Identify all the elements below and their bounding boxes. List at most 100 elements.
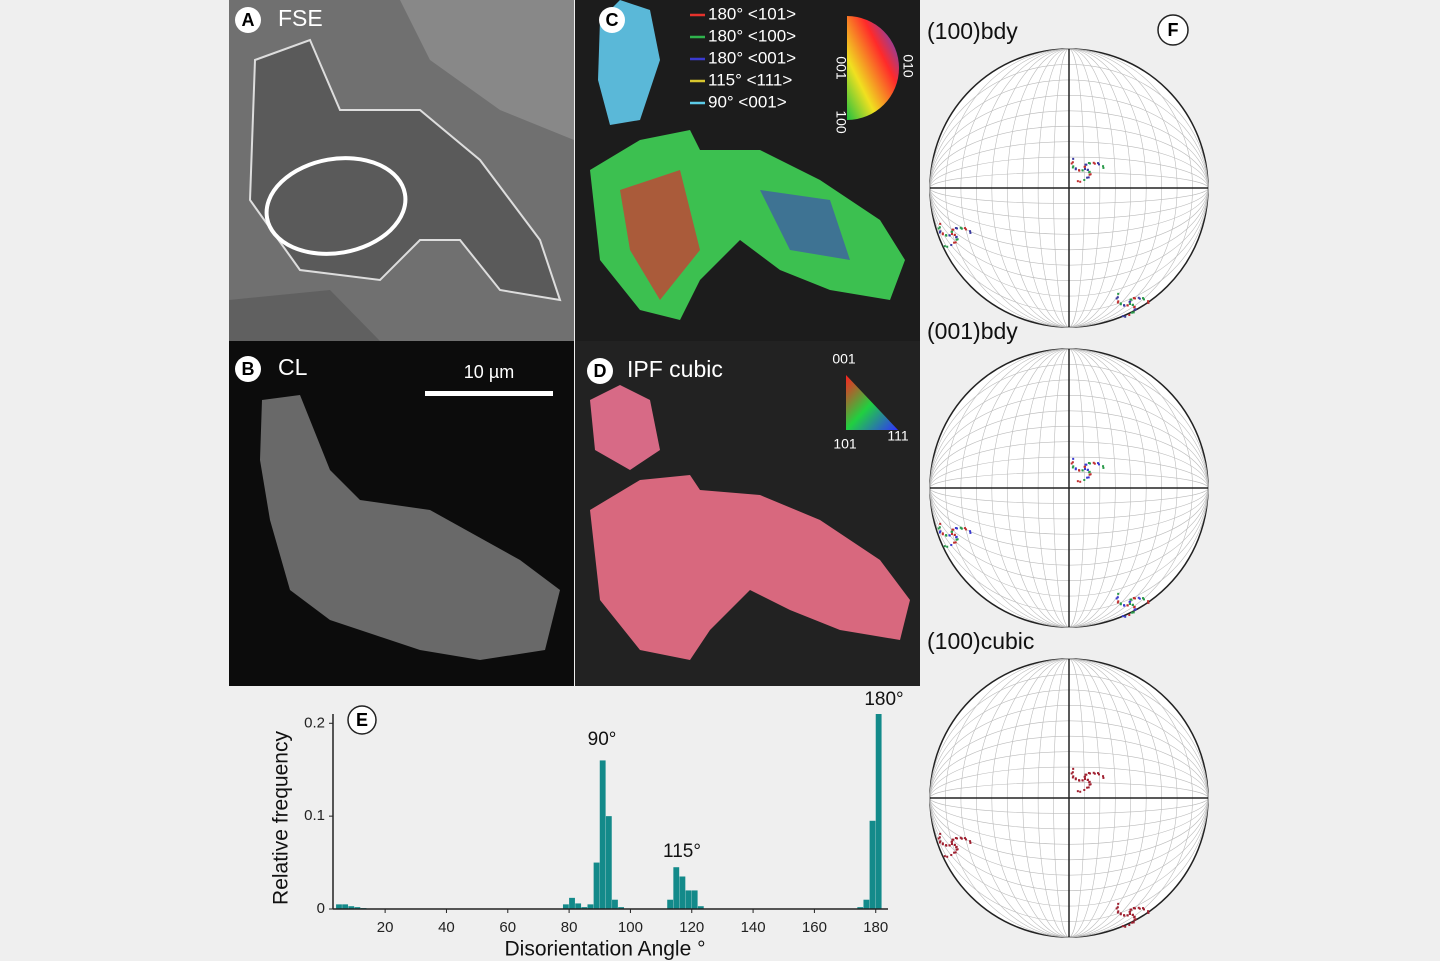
pole-point	[1086, 169, 1089, 172]
stereonet: (100)bdy	[927, 18, 1209, 328]
pole-point	[1081, 779, 1084, 782]
pole-point	[1079, 180, 1082, 183]
pole-point	[1124, 615, 1127, 618]
pole-point	[943, 855, 946, 858]
pole-point	[939, 832, 942, 835]
pole-point	[1070, 462, 1073, 465]
panel-label: CL	[278, 354, 308, 380]
pole-point	[1102, 776, 1105, 779]
pole-point	[1072, 767, 1075, 770]
pole-point	[951, 530, 954, 533]
pole-point	[1078, 169, 1081, 172]
pole-point	[953, 241, 956, 244]
pole-point	[1131, 604, 1134, 607]
key-label: 101	[833, 436, 857, 452]
pole-point	[1096, 162, 1099, 165]
pole-point	[1116, 301, 1119, 304]
stereonet-label: (100)bdy	[927, 18, 1018, 44]
bar	[612, 899, 618, 909]
pole-point	[959, 226, 962, 229]
color-key	[846, 375, 898, 430]
panel-d: D IPF cubic 001 101 111	[575, 341, 920, 686]
pole-point	[952, 838, 955, 841]
pole-point	[1076, 480, 1079, 483]
legend: 180° <101> 180° <100> 180° <001> 115° <111>…	[690, 4, 796, 111]
pole-point	[1083, 788, 1086, 791]
legend-label: 180° <100>	[708, 26, 796, 45]
stereonet: (100)cubic	[927, 628, 1209, 938]
pole-point	[956, 848, 959, 851]
bar	[348, 906, 355, 909]
pole-point	[1115, 297, 1118, 300]
pole-point	[1147, 300, 1150, 303]
pole-point	[1070, 162, 1073, 165]
pole-point	[1141, 907, 1144, 910]
pole-point	[943, 545, 946, 548]
panel-b: B CL 10 µm	[229, 341, 574, 686]
ipf-map	[590, 475, 910, 660]
pole-point	[938, 226, 941, 229]
pole-point	[1081, 169, 1084, 172]
pole-point	[1116, 596, 1119, 599]
y-tick-label: 0.1	[304, 807, 325, 824]
bar	[869, 820, 876, 909]
ipf-map	[590, 385, 660, 470]
pole-point	[1142, 298, 1145, 301]
pole-point	[1089, 783, 1092, 786]
pole-point	[1086, 786, 1089, 789]
pole-point	[1072, 157, 1075, 160]
pole-point	[1071, 466, 1074, 469]
pole-point	[1116, 601, 1119, 604]
pole-point	[963, 837, 966, 840]
grain-map	[760, 190, 850, 260]
bar	[863, 899, 870, 909]
pole-point	[1072, 465, 1075, 468]
pole-point	[950, 543, 953, 546]
pole-point	[948, 534, 951, 537]
pole-point	[964, 528, 967, 531]
pole-point	[1071, 776, 1074, 779]
pole-point	[960, 227, 963, 230]
pole-point	[955, 236, 958, 239]
pole-point	[1132, 311, 1135, 314]
pole-point	[1087, 462, 1090, 465]
bar	[697, 906, 704, 909]
x-tick-label: 60	[499, 919, 516, 936]
x-axis-label: Disorientation Angle °	[504, 938, 705, 961]
pole-point	[1129, 300, 1132, 303]
pole-point	[1130, 298, 1133, 301]
pole-point	[1089, 473, 1092, 476]
pole-point	[1134, 308, 1137, 311]
pole-point	[1088, 781, 1091, 784]
pole-point	[1084, 778, 1086, 780]
pole-point	[939, 230, 942, 233]
pole-point	[956, 538, 959, 541]
bar	[581, 907, 588, 909]
bar	[857, 907, 864, 909]
pole-point	[956, 227, 959, 230]
peak-annotation: 180°	[864, 689, 903, 710]
pole-point	[945, 844, 948, 847]
pole-point	[939, 522, 942, 525]
legend-label: 180° <101>	[708, 4, 796, 23]
pole-point	[1086, 469, 1089, 472]
pole-point	[1129, 910, 1132, 913]
pole-point	[1131, 914, 1134, 917]
pole-point	[954, 241, 957, 244]
y-tick-label: 0.2	[304, 714, 325, 731]
x-tick-label: 80	[561, 919, 578, 936]
stereonet-label: (001)bdy	[927, 318, 1018, 344]
pole-point	[1147, 301, 1150, 304]
pole-point	[955, 536, 958, 539]
legend-label: 90° <001>	[708, 92, 787, 111]
pole-point	[1129, 913, 1131, 915]
panel-a: A FSE	[229, 0, 574, 341]
panel-letter: B	[242, 359, 255, 379]
panel-f: F (100)bdy (001)bdy (100)cubic	[927, 14, 1209, 938]
letter-badge	[599, 7, 625, 33]
panel-label: IPF cubic	[627, 356, 723, 382]
pole-point	[960, 527, 963, 530]
pole-point	[1102, 775, 1105, 778]
pole-point	[1117, 600, 1120, 603]
pole-point	[1129, 303, 1131, 305]
